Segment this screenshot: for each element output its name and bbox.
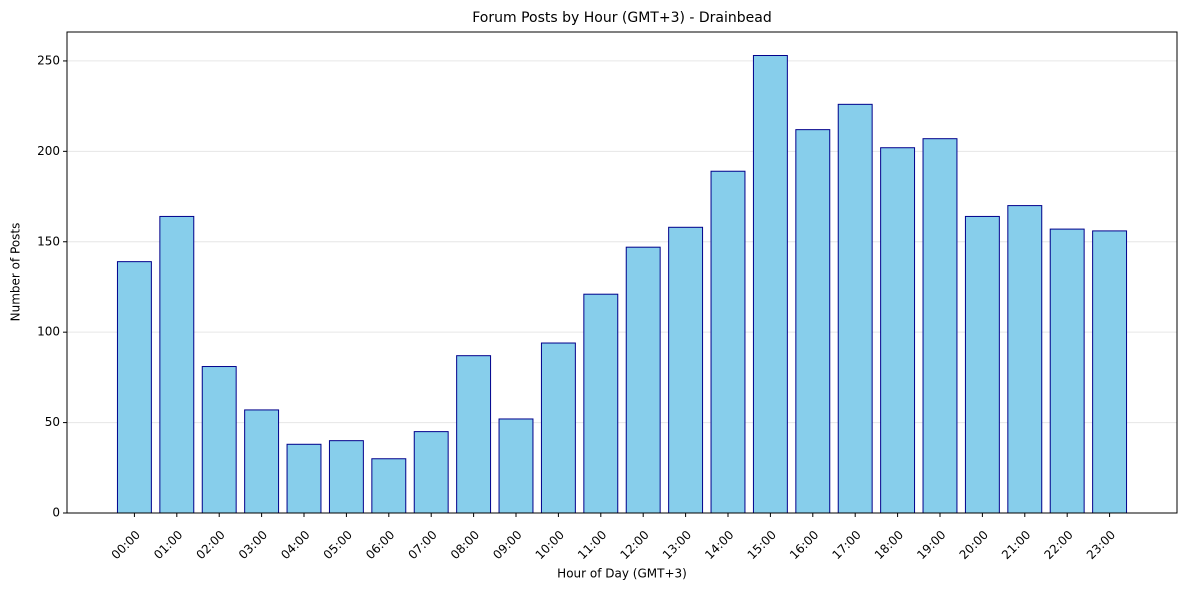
plot-frame xyxy=(66,31,1178,514)
x-tick-label: 12:00 xyxy=(617,528,651,562)
bar xyxy=(752,55,788,514)
x-tick-label: 22:00 xyxy=(1041,528,1075,562)
y-tick-label: 0 xyxy=(52,506,60,520)
bar xyxy=(668,226,704,514)
x-tick-label: 21:00 xyxy=(999,528,1033,562)
bar xyxy=(1049,228,1085,514)
bar xyxy=(286,443,322,514)
bar xyxy=(456,355,492,514)
bar xyxy=(116,261,152,514)
bar xyxy=(964,215,1000,514)
y-tick-label: 200 xyxy=(37,144,60,158)
bar xyxy=(371,458,407,514)
x-tick-label: 18:00 xyxy=(872,528,906,562)
y-tick-label: 50 xyxy=(45,415,60,429)
bar xyxy=(1007,205,1043,514)
y-axis-label: Number of Posts xyxy=(9,223,23,322)
bar xyxy=(498,418,534,514)
x-tick-label: 17:00 xyxy=(829,528,863,562)
x-tick-label: 01:00 xyxy=(151,528,185,562)
x-tick-label: 16:00 xyxy=(787,528,821,562)
y-tick-label: 100 xyxy=(37,325,60,339)
bar xyxy=(328,440,364,514)
x-tick-label: 10:00 xyxy=(533,528,567,562)
x-tick-label: 13:00 xyxy=(660,528,694,562)
bar xyxy=(244,409,280,514)
bar xyxy=(710,170,746,514)
bar xyxy=(625,246,661,514)
x-axis-label: Hour of Day (GMT+3) xyxy=(557,567,687,581)
bar xyxy=(413,431,449,514)
bar xyxy=(201,366,237,514)
x-tick-label: 05:00 xyxy=(321,528,355,562)
x-tick-label: 14:00 xyxy=(702,528,736,562)
x-tick-label: 19:00 xyxy=(914,528,948,562)
x-tick-label: 09:00 xyxy=(490,528,524,562)
bar xyxy=(880,147,916,514)
x-tick-label: 08:00 xyxy=(448,528,482,562)
bar xyxy=(922,138,958,514)
chart-title: Forum Posts by Hour (GMT+3) - Drainbead xyxy=(472,10,772,26)
x-tick-label: 23:00 xyxy=(1084,528,1118,562)
x-tick-label: 06:00 xyxy=(363,528,397,562)
x-tick-label: 02:00 xyxy=(193,528,227,562)
bar xyxy=(837,103,873,514)
bar xyxy=(540,342,576,514)
x-tick-label: 00:00 xyxy=(109,528,143,562)
y-tick-label: 150 xyxy=(37,234,60,248)
bar xyxy=(583,293,619,514)
bar xyxy=(159,215,195,514)
bar xyxy=(1092,230,1128,514)
x-tick-label: 11:00 xyxy=(575,528,609,562)
x-tick-label: 15:00 xyxy=(745,528,779,562)
x-tick-label: 03:00 xyxy=(236,528,270,562)
x-tick-label: 20:00 xyxy=(957,528,991,562)
bar xyxy=(795,129,831,514)
x-tick-label: 07:00 xyxy=(405,528,439,562)
y-tick-label: 250 xyxy=(37,53,60,67)
x-tick-label: 04:00 xyxy=(278,528,312,562)
